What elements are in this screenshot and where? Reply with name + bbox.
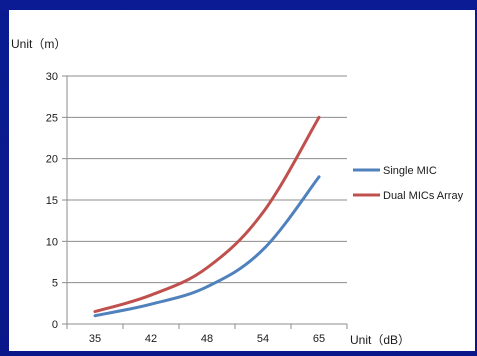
y-tick-label: 5: [52, 278, 58, 290]
y-tick-labels: 0 5 10 15 20 25 30: [46, 71, 58, 331]
x-tick-label: 35: [89, 333, 101, 345]
y-tick-label: 0: [52, 319, 58, 331]
legend-label: Dual MICs Array: [383, 190, 464, 202]
y-tick-label: 20: [46, 154, 58, 166]
y-tick-label: 25: [46, 112, 58, 124]
chart-panel: 0 5 10 15 20 25 30 35 42 48 54 65 Single MIC Dual M…: [9, 10, 475, 351]
y-axis-label: Unit（m）: [11, 37, 66, 51]
series-lines: [93, 115, 321, 318]
y-tick-label: 15: [46, 195, 58, 207]
legend: Single MIC Dual MICs Array: [353, 165, 464, 202]
x-axis-label: Unit（dB）: [350, 333, 410, 347]
x-tick-label: 48: [201, 333, 213, 345]
legend-label: Single MIC: [383, 165, 437, 177]
series-line-single-mic: [93, 175, 321, 318]
series-line-dual-mics-array: [93, 115, 321, 314]
x-tick-labels: 35 42 48 54 65: [89, 333, 325, 345]
y-tick-label: 30: [46, 71, 58, 83]
axes: [62, 75, 348, 329]
x-tick-label: 65: [313, 333, 325, 345]
gridlines: [67, 75, 347, 284]
x-tick-label: 54: [257, 333, 269, 345]
line-chart: 0 5 10 15 20 25 30 35 42 48 54 65 Single MIC Dual M…: [11, 37, 464, 347]
x-tick-label: 42: [145, 333, 157, 345]
y-tick-label: 10: [46, 236, 58, 248]
